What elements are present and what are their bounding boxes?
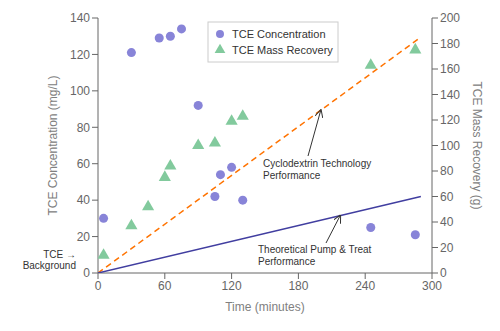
svg-text:100: 100 <box>70 84 90 98</box>
svg-text:80: 80 <box>440 164 454 178</box>
svg-text:180: 180 <box>440 37 460 51</box>
svg-text:TCE Concentration (mg/L): TCE Concentration (mg/L) <box>46 75 60 215</box>
svg-text:20: 20 <box>77 230 91 244</box>
svg-text:160: 160 <box>440 62 460 76</box>
svg-text:TCE Mass Recovery: TCE Mass Recovery <box>232 44 333 56</box>
svg-text:Performance: Performance <box>258 256 316 267</box>
svg-text:140: 140 <box>70 11 90 25</box>
svg-text:TCE →: TCE → <box>43 249 76 260</box>
svg-text:0: 0 <box>83 266 90 280</box>
svg-text:Cyclodextrin Technology: Cyclodextrin Technology <box>263 158 371 169</box>
svg-text:40: 40 <box>440 215 454 229</box>
svg-text:240: 240 <box>355 279 375 293</box>
svg-text:200: 200 <box>440 11 460 25</box>
svg-text:0: 0 <box>95 279 102 293</box>
svg-text:TCE Mass Recovery (g): TCE Mass Recovery (g) <box>470 81 484 209</box>
svg-text:140: 140 <box>440 88 460 102</box>
svg-text:Time (minutes): Time (minutes) <box>225 300 305 314</box>
svg-text:120: 120 <box>222 279 242 293</box>
svg-text:Background: Background <box>23 260 76 271</box>
svg-text:120: 120 <box>440 113 460 127</box>
svg-text:180: 180 <box>288 279 308 293</box>
svg-text:Theoretical Pump & Treat: Theoretical Pump & Treat <box>258 244 372 255</box>
svg-text:60: 60 <box>440 190 454 204</box>
svg-text:TCE Concentration: TCE Concentration <box>232 28 326 40</box>
svg-text:0: 0 <box>440 266 447 280</box>
svg-text:120: 120 <box>70 48 90 62</box>
svg-text:80: 80 <box>77 121 91 135</box>
svg-text:100: 100 <box>440 139 460 153</box>
svg-text:20: 20 <box>440 241 454 255</box>
svg-text:300: 300 <box>422 279 442 293</box>
svg-text:60: 60 <box>77 157 91 171</box>
svg-text:40: 40 <box>77 193 91 207</box>
svg-text:Performance: Performance <box>263 170 321 181</box>
svg-text:60: 60 <box>158 279 172 293</box>
